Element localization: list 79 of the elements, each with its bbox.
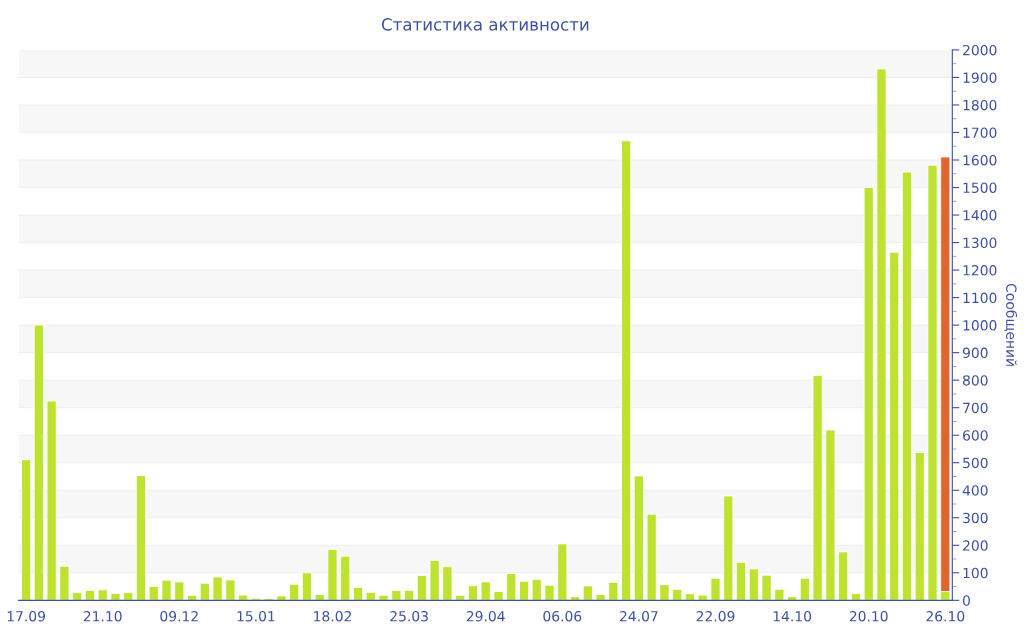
bar [697,594,708,601]
bar [787,596,798,601]
y-tick-label: 1600 [963,154,997,166]
bar [582,585,593,601]
bar [123,592,134,601]
bar [518,580,530,601]
x-tick-label: 29.04 [466,610,505,622]
bar [84,589,95,601]
bar [187,594,198,601]
y-tick-label: 700 [963,402,988,414]
bar [544,584,555,601]
y-tick-label: 400 [962,485,988,496]
y-tick-label: 1500 [963,182,997,193]
bar [212,576,223,601]
bar [467,585,478,601]
bar [110,593,121,601]
bar [684,593,695,601]
y-tick-label: 1100 [963,292,997,304]
y-tick-label: 200 [963,540,988,551]
y-tick-label: 0 [962,595,970,606]
bar [659,584,670,601]
bar [161,579,172,601]
bar [314,594,325,601]
bar [276,595,287,601]
bar [353,586,364,601]
bar [608,582,619,601]
y-tick-label: 1300 [963,237,997,249]
y-tick-label: 900 [962,347,988,359]
chart-title: Статистика активности [381,18,589,31]
bar [174,581,185,601]
bar [404,589,415,601]
bar [391,589,402,601]
bar [199,582,210,601]
bar [774,588,785,601]
x-tick-label: 14.10 [773,610,812,622]
x-tick-label: 18.02 [314,610,351,622]
y-tick-label: 1000 [963,320,997,331]
y-axis-title: Сообщений [1004,283,1018,366]
y-tick-label: 500 [963,457,988,469]
bar [225,579,236,601]
x-tick-label: 17.09 [7,610,45,622]
x-tick-label: 22.09 [696,610,735,622]
bar [455,594,466,601]
bar [72,592,83,601]
bar [493,591,504,601]
y-tick-label: 1700 [963,127,997,138]
x-tick-label: 09.12 [160,610,198,622]
y-tick-label: 1200 [963,265,997,276]
bar [570,596,581,601]
y-tick-label: 2000 [963,44,997,56]
bar [595,594,606,601]
bar [365,591,376,601]
y-tick-label: 800 [962,375,988,386]
y-tick-label: 1900 [963,72,997,83]
bar [148,586,159,601]
y-tick-label: 600 [963,430,988,441]
x-tick-label: 25.03 [390,610,428,622]
x-tick-label: 26.10 [926,610,965,622]
bar [531,578,542,601]
y-tick-label: 1800 [963,99,997,111]
bar [850,593,861,601]
bar [289,583,300,601]
bar [672,588,683,601]
x-tick-label: 21.10 [83,610,122,622]
x-tick-label: 06.06 [543,610,582,622]
y-tick-label: 300 [963,512,988,524]
bar [416,575,427,601]
bar [761,574,772,601]
y-tick-label: 100 [963,567,988,579]
x-tick-label: 24.07 [620,610,658,622]
y-tick-label: 1400 [963,210,997,221]
x-tick-label: 15.01 [237,610,275,622]
bar [97,589,108,601]
bar [480,581,491,601]
bar [378,594,389,601]
x-tick-label: 20.10 [849,610,888,622]
bar [799,577,810,601]
bar [238,594,249,601]
bar [710,577,721,601]
